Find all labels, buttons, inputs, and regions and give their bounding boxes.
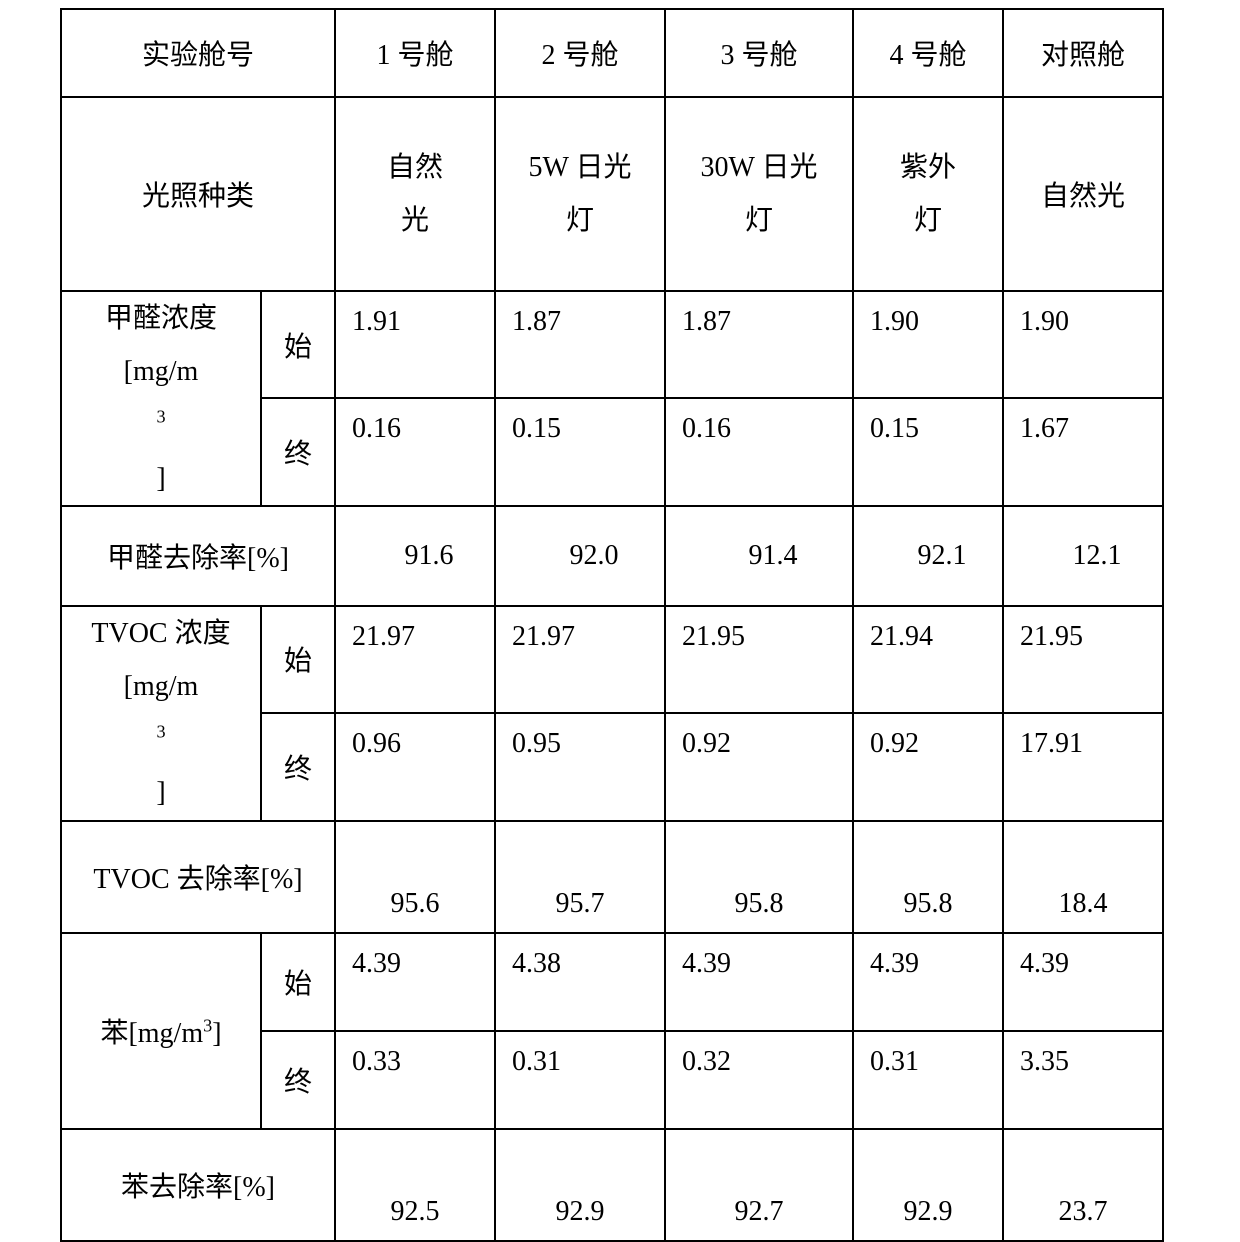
tvoc-rate-c3: 95.8 (665, 821, 853, 933)
hcho-end-c2: 0.15 (495, 398, 665, 505)
light-c3: 30W 日光灯 (665, 97, 853, 291)
hcho-end-label: 终 (261, 398, 335, 505)
benzene-start-label: 始 (261, 933, 335, 1031)
hcho-end-c3: 0.16 (665, 398, 853, 505)
table-row: 光照种类 自然光 5W 日光灯 30W 日光灯 紫外灯 自然光 (61, 97, 1163, 291)
benzene-end-c5: 3.35 (1003, 1031, 1163, 1129)
light-c5: 自然光 (1003, 97, 1163, 291)
experiment-results-table: 实验舱号 1 号舱 2 号舱 3 号舱 4 号舱 对照舱 光照种类 自然光 5W… (60, 8, 1164, 1242)
tvoc-label-l1: TVOC 浓度 (91, 607, 230, 660)
hcho-rate-c4: 92.1 (853, 506, 1003, 606)
tvoc-rate-c5: 18.4 (1003, 821, 1163, 933)
tvoc-rate-c2: 95.7 (495, 821, 665, 933)
table-row: TVOC 浓度 [mg/m3] 始 21.97 21.97 21.95 21.9… (61, 606, 1163, 713)
benzene-start-c3: 4.39 (665, 933, 853, 1031)
tvoc-rate-c1: 95.6 (335, 821, 495, 933)
light-c4-l1: 紫外 (900, 141, 956, 194)
tvoc-start-c4: 21.94 (853, 606, 1003, 713)
benzene-end-label: 终 (261, 1031, 335, 1129)
tvoc-end-c1: 0.96 (335, 713, 495, 820)
hcho-rate-label: 甲醛去除率[%] (61, 506, 335, 606)
light-c2: 5W 日光灯 (495, 97, 665, 291)
hcho-label: 甲醛浓度 [mg/m3] (61, 291, 261, 506)
light-c1-l1: 自然 (387, 141, 443, 194)
tvoc-end-c3: 0.92 (665, 713, 853, 820)
hcho-rate-c5: 12.1 (1003, 506, 1163, 606)
hcho-end-c5: 1.67 (1003, 398, 1163, 505)
light-c1: 自然光 (335, 97, 495, 291)
tvoc-start-c3: 21.95 (665, 606, 853, 713)
benzene-end-c3: 0.32 (665, 1031, 853, 1129)
tvoc-end-c2: 0.95 (495, 713, 665, 820)
benzene-rate-c4: 92.9 (853, 1129, 1003, 1241)
benzene-end-c2: 0.31 (495, 1031, 665, 1129)
hcho-start-c4: 1.90 (853, 291, 1003, 398)
table-row: 苯[mg/m3] 始 4.39 4.38 4.39 4.39 4.39 (61, 933, 1163, 1031)
benzene-label: 苯[mg/m3] (61, 933, 261, 1129)
table-row: 实验舱号 1 号舱 2 号舱 3 号舱 4 号舱 对照舱 (61, 9, 1163, 97)
hcho-rate-c2: 92.0 (495, 506, 665, 606)
benzene-rate-c1: 92.5 (335, 1129, 495, 1241)
hcho-end-c4: 0.15 (853, 398, 1003, 505)
benzene-rate-c5: 23.7 (1003, 1129, 1163, 1241)
light-c4-l2: 灯 (900, 194, 956, 247)
table-row: 苯去除率[%] 92.5 92.9 92.7 92.9 23.7 (61, 1129, 1163, 1241)
light-type-label: 光照种类 (61, 97, 335, 291)
benzene-start-c5: 4.39 (1003, 933, 1163, 1031)
header-c4: 4 号舱 (853, 9, 1003, 97)
header-c5: 对照舱 (1003, 9, 1163, 97)
hcho-label-l2: [mg/m3] (105, 345, 217, 505)
hcho-start-c1: 1.91 (335, 291, 495, 398)
header-c3: 3 号舱 (665, 9, 853, 97)
hcho-end-c1: 0.16 (335, 398, 495, 505)
table-row: 甲醛浓度 [mg/m3] 始 1.91 1.87 1.87 1.90 1.90 (61, 291, 1163, 398)
benzene-rate-c2: 92.9 (495, 1129, 665, 1241)
header-cabin-label: 实验舱号 (61, 9, 335, 97)
tvoc-rate-label: TVOC 去除率[%] (61, 821, 335, 933)
hcho-label-l1: 甲醛浓度 (105, 292, 217, 345)
benzene-rate-label: 苯去除率[%] (61, 1129, 335, 1241)
light-c2-l2: 灯 (529, 194, 632, 247)
hcho-rate-c1: 91.6 (335, 506, 495, 606)
benzene-start-c2: 4.38 (495, 933, 665, 1031)
light-c3-l1: 30W 日光 (701, 141, 818, 194)
hcho-rate-c3: 91.4 (665, 506, 853, 606)
tvoc-start-c5: 21.95 (1003, 606, 1163, 713)
light-c4: 紫外灯 (853, 97, 1003, 291)
tvoc-end-c4: 0.92 (853, 713, 1003, 820)
tvoc-label: TVOC 浓度 [mg/m3] (61, 606, 261, 821)
tvoc-start-c1: 21.97 (335, 606, 495, 713)
tvoc-rate-c4: 95.8 (853, 821, 1003, 933)
hcho-start-c2: 1.87 (495, 291, 665, 398)
tvoc-end-label: 终 (261, 713, 335, 820)
light-c2-l1: 5W 日光 (529, 141, 632, 194)
light-c3-l2: 灯 (701, 194, 818, 247)
tvoc-label-l2: [mg/m3] (91, 660, 230, 820)
benzene-rate-c3: 92.7 (665, 1129, 853, 1241)
tvoc-start-c2: 21.97 (495, 606, 665, 713)
hcho-start-c5: 1.90 (1003, 291, 1163, 398)
benzene-end-c1: 0.33 (335, 1031, 495, 1129)
header-c2: 2 号舱 (495, 9, 665, 97)
table-row: TVOC 去除率[%] 95.6 95.7 95.8 95.8 18.4 (61, 821, 1163, 933)
tvoc-start-label: 始 (261, 606, 335, 713)
light-c1-l2: 光 (387, 194, 443, 247)
hcho-start-c3: 1.87 (665, 291, 853, 398)
benzene-start-c4: 4.39 (853, 933, 1003, 1031)
hcho-start-label: 始 (261, 291, 335, 398)
table-row: 甲醛去除率[%] 91.6 92.0 91.4 92.1 12.1 (61, 506, 1163, 606)
header-c1: 1 号舱 (335, 9, 495, 97)
tvoc-end-c5: 17.91 (1003, 713, 1163, 820)
benzene-start-c1: 4.39 (335, 933, 495, 1031)
benzene-end-c4: 0.31 (853, 1031, 1003, 1129)
